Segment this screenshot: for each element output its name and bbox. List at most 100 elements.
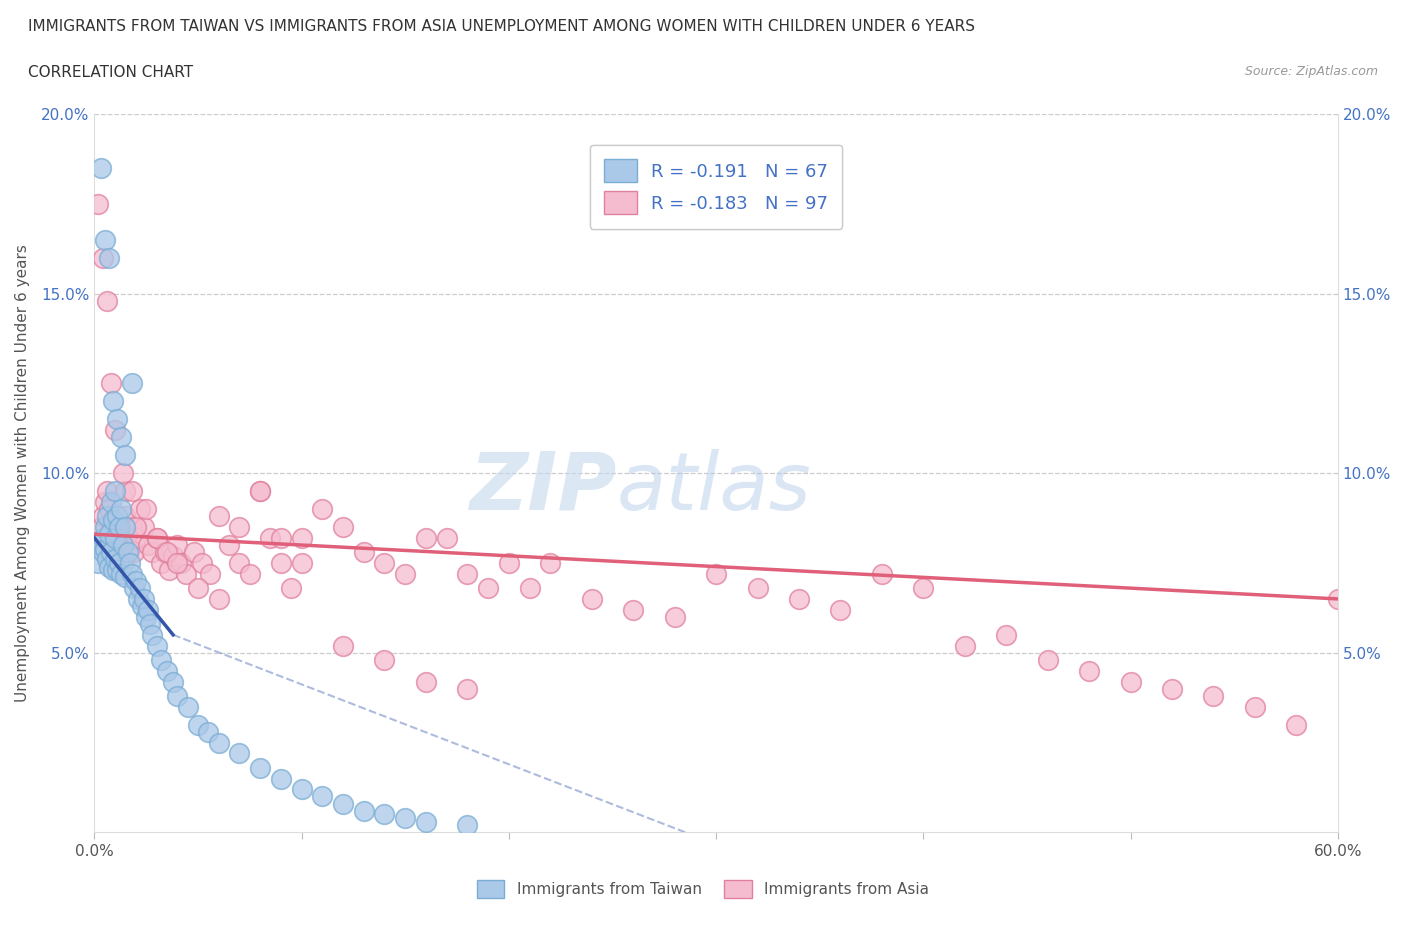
Point xyxy=(136,538,159,552)
Point xyxy=(166,538,188,552)
Point xyxy=(621,603,644,618)
Point xyxy=(105,563,128,578)
Point xyxy=(394,566,416,581)
Point xyxy=(830,603,852,618)
Point xyxy=(131,599,153,614)
Point xyxy=(100,495,122,510)
Point xyxy=(747,580,769,595)
Point xyxy=(187,580,209,595)
Point xyxy=(91,530,114,545)
Point xyxy=(122,580,145,595)
Point xyxy=(208,735,231,750)
Point xyxy=(114,448,136,463)
Point xyxy=(121,566,143,581)
Point xyxy=(122,545,145,560)
Point xyxy=(112,538,135,552)
Point xyxy=(249,761,271,776)
Point xyxy=(145,530,167,545)
Point xyxy=(787,591,810,606)
Point xyxy=(136,603,159,618)
Point xyxy=(270,530,292,545)
Point xyxy=(118,555,141,570)
Point xyxy=(183,545,205,560)
Point xyxy=(97,501,120,516)
Point xyxy=(290,530,312,545)
Point xyxy=(218,538,240,552)
Point xyxy=(477,580,499,595)
Point xyxy=(135,501,157,516)
Point xyxy=(1036,653,1059,668)
Point xyxy=(114,484,136,498)
Point xyxy=(228,520,250,535)
Point xyxy=(456,817,478,832)
Point xyxy=(90,161,112,176)
Point xyxy=(101,394,124,409)
Point xyxy=(104,422,127,437)
Point xyxy=(93,541,115,556)
Point xyxy=(162,674,184,689)
Point xyxy=(170,555,193,570)
Point xyxy=(114,509,136,524)
Point xyxy=(96,552,118,567)
Point xyxy=(108,520,131,535)
Point xyxy=(1119,674,1142,689)
Point xyxy=(1078,663,1101,678)
Point xyxy=(121,376,143,391)
Point xyxy=(104,484,127,498)
Point xyxy=(149,653,172,668)
Point xyxy=(125,574,148,589)
Point xyxy=(125,520,148,535)
Point xyxy=(332,796,354,811)
Point xyxy=(249,484,271,498)
Point xyxy=(112,555,135,570)
Point xyxy=(581,591,603,606)
Point xyxy=(166,555,188,570)
Point xyxy=(90,538,112,552)
Point xyxy=(156,663,179,678)
Point xyxy=(311,789,333,804)
Point xyxy=(87,555,110,570)
Point xyxy=(519,580,541,595)
Point xyxy=(121,484,143,498)
Point xyxy=(105,412,128,427)
Point xyxy=(114,520,136,535)
Point xyxy=(132,520,155,535)
Point xyxy=(97,526,120,541)
Point xyxy=(91,250,114,265)
Point xyxy=(108,555,131,570)
Point xyxy=(166,688,188,703)
Point xyxy=(174,566,197,581)
Point xyxy=(125,530,148,545)
Point xyxy=(538,555,561,570)
Point xyxy=(157,563,180,578)
Point xyxy=(200,566,222,581)
Point xyxy=(114,570,136,585)
Point xyxy=(141,545,163,560)
Point xyxy=(664,609,686,624)
Point xyxy=(162,549,184,564)
Point xyxy=(105,538,128,552)
Point xyxy=(1326,591,1348,606)
Point xyxy=(117,545,139,560)
Point xyxy=(187,717,209,732)
Point xyxy=(191,555,214,570)
Point xyxy=(270,555,292,570)
Point xyxy=(104,520,127,535)
Point xyxy=(90,520,112,535)
Legend: Immigrants from Taiwan, Immigrants from Asia: Immigrants from Taiwan, Immigrants from … xyxy=(471,874,935,904)
Text: Source: ZipAtlas.com: Source: ZipAtlas.com xyxy=(1244,65,1378,78)
Point xyxy=(290,555,312,570)
Point xyxy=(97,250,120,265)
Point xyxy=(311,501,333,516)
Point xyxy=(100,545,122,560)
Point xyxy=(1244,699,1267,714)
Point xyxy=(105,509,128,524)
Point xyxy=(228,555,250,570)
Legend: R = -0.191   N = 67, R = -0.183   N = 97: R = -0.191 N = 67, R = -0.183 N = 97 xyxy=(589,144,842,229)
Point xyxy=(270,771,292,786)
Point xyxy=(995,628,1018,643)
Point xyxy=(373,807,395,822)
Point xyxy=(110,566,132,581)
Point xyxy=(104,530,127,545)
Point xyxy=(145,530,167,545)
